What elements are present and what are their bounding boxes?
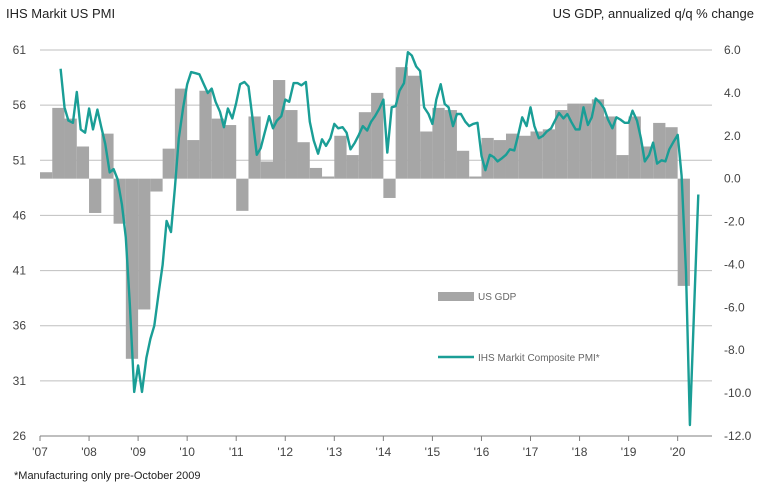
gdp-bar xyxy=(346,155,359,179)
left-tick-label: 41 xyxy=(13,264,27,278)
gdp-bar xyxy=(616,155,629,179)
gdp-bar xyxy=(236,178,249,211)
gdp-bar xyxy=(322,176,335,179)
x-tick-label: '12 xyxy=(277,445,293,459)
gdp-bar xyxy=(248,116,261,179)
gdp-bar xyxy=(542,129,556,179)
right-tick-label: 0.0 xyxy=(724,172,741,186)
gdp-bar xyxy=(297,142,310,179)
gdp-bar xyxy=(125,178,139,359)
gdp-bar xyxy=(383,178,396,198)
gdp-bar xyxy=(407,75,421,179)
left-tick-label: 26 xyxy=(13,429,27,443)
gdp-bar xyxy=(628,116,641,179)
x-tick-label: '07 xyxy=(32,445,48,459)
x-tick-label: '19 xyxy=(621,445,637,459)
right-tick-label: 4.0 xyxy=(724,86,741,100)
gdp-bar xyxy=(52,107,65,179)
left-tick-label: 46 xyxy=(13,208,27,222)
gdp-bar xyxy=(138,178,151,310)
legend-pmi-label: IHS Markit Composite PMI* xyxy=(478,353,600,364)
right-tick-label: 2.0 xyxy=(724,129,741,143)
gdp-bar xyxy=(653,122,666,179)
gdp-bar xyxy=(64,118,77,179)
gdp-bar xyxy=(76,146,90,179)
gdp-bar xyxy=(211,118,224,179)
gdp-bar xyxy=(334,135,347,179)
gdp-bar xyxy=(371,92,384,179)
gdp-bar xyxy=(604,116,617,179)
right-tick-label: -6.0 xyxy=(724,300,745,314)
gdp-bar xyxy=(530,131,543,179)
x-tick-label: '17 xyxy=(523,445,539,459)
left-axis-title: IHS Markit US PMI xyxy=(6,6,116,21)
left-tick-label: 31 xyxy=(13,374,27,388)
gdp-bar xyxy=(456,150,470,179)
left-tick-label: 56 xyxy=(13,98,27,112)
gdp-bar xyxy=(555,110,568,179)
legend-gdp-label: US GDP xyxy=(478,292,517,303)
x-tick-label: '16 xyxy=(474,445,490,459)
gdp-bar xyxy=(444,110,457,179)
axes: 61 56 51 46 41 36 31 26 6.0 4.0 2.0 0.0 -2.0 -4.0 -6.0… xyxy=(13,43,752,459)
gdp-bar xyxy=(395,67,408,179)
gdp-bar xyxy=(187,140,200,179)
gdp-bar xyxy=(285,110,298,179)
gdp-bar xyxy=(150,178,163,192)
gdp-bar xyxy=(567,103,580,179)
gdp-bar xyxy=(518,135,531,179)
x-tick-label: '15 xyxy=(425,445,441,459)
right-tick-label: -12.0 xyxy=(724,429,752,443)
left-tick-label: 51 xyxy=(13,153,27,167)
right-tick-label: -10.0 xyxy=(724,386,752,400)
gdp-bar xyxy=(40,172,53,179)
gdp-bar xyxy=(199,90,212,179)
gdp-bar xyxy=(591,99,605,179)
legend: US GDP IHS Markit Composite PMI* xyxy=(438,292,600,364)
right-tick-label: -2.0 xyxy=(724,215,745,229)
gdp-bars xyxy=(40,67,690,359)
gdp-bar xyxy=(260,161,273,179)
gdp-bar xyxy=(469,176,482,179)
x-tick-label: '13 xyxy=(326,445,342,459)
gdp-bar xyxy=(309,167,323,179)
footnote: *Manufacturing only pre-October 2009 xyxy=(14,470,201,482)
gdp-bar xyxy=(432,107,445,179)
right-tick-label: 6.0 xyxy=(724,43,741,57)
right-tick-label: -8.0 xyxy=(724,343,745,357)
left-tick-label: 36 xyxy=(13,319,27,333)
gdp-bar xyxy=(420,131,433,179)
x-tick-label: '10 xyxy=(179,445,195,459)
x-tick-label: '20 xyxy=(670,445,686,459)
x-tick-label: '14 xyxy=(376,445,392,459)
gdp-bar xyxy=(89,178,102,213)
x-tick-label: '18 xyxy=(572,445,588,459)
pmi-series-line xyxy=(59,51,700,427)
gdp-bar xyxy=(223,125,237,179)
gdp-bar xyxy=(358,112,372,179)
gdp-bar xyxy=(272,80,286,179)
x-tick-label: '09 xyxy=(130,445,146,459)
left-tick-label: 61 xyxy=(13,43,27,57)
pmi-line xyxy=(59,51,700,427)
x-tick-label: '08 xyxy=(81,445,97,459)
gdp-bar xyxy=(162,148,175,179)
x-tick-label: '11 xyxy=(229,445,244,459)
right-axis-title: US GDP, annualized q/q % change xyxy=(552,6,754,21)
right-tick-label: -4.0 xyxy=(724,257,745,271)
legend-bar-swatch xyxy=(438,292,474,301)
